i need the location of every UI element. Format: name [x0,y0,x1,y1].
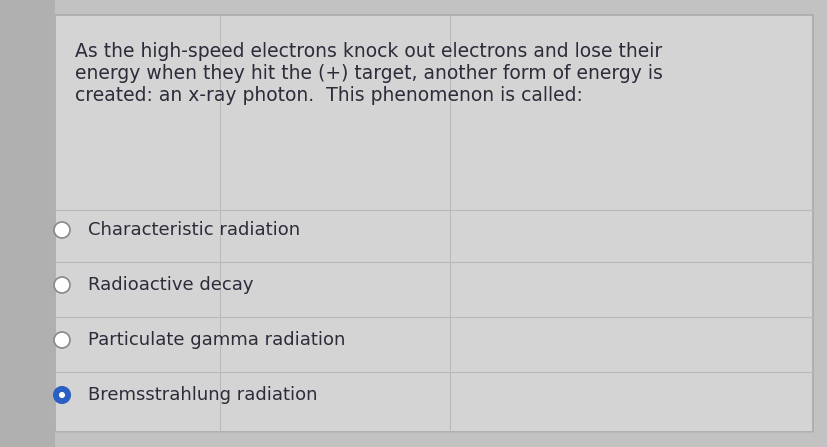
Text: energy when they hit the (+) target, another form of energy is: energy when they hit the (+) target, ano… [75,64,662,83]
Ellipse shape [54,332,70,348]
Ellipse shape [54,222,70,238]
Text: As the high-speed electrons knock out electrons and lose their: As the high-speed electrons knock out el… [75,42,662,61]
Text: Particulate gamma radiation: Particulate gamma radiation [88,331,345,349]
Bar [0,0,55,447]
Text: Radioactive decay: Radioactive decay [88,276,253,294]
Text: Bremsstrahlung radiation: Bremsstrahlung radiation [88,386,317,404]
Ellipse shape [54,277,70,293]
FancyBboxPatch shape [55,15,812,432]
Ellipse shape [59,392,65,398]
Text: created: an x-ray photon.  This phenomenon is called:: created: an x-ray photon. This phenomeno… [75,86,582,105]
Text: Characteristic radiation: Characteristic radiation [88,221,299,239]
Ellipse shape [54,387,70,403]
